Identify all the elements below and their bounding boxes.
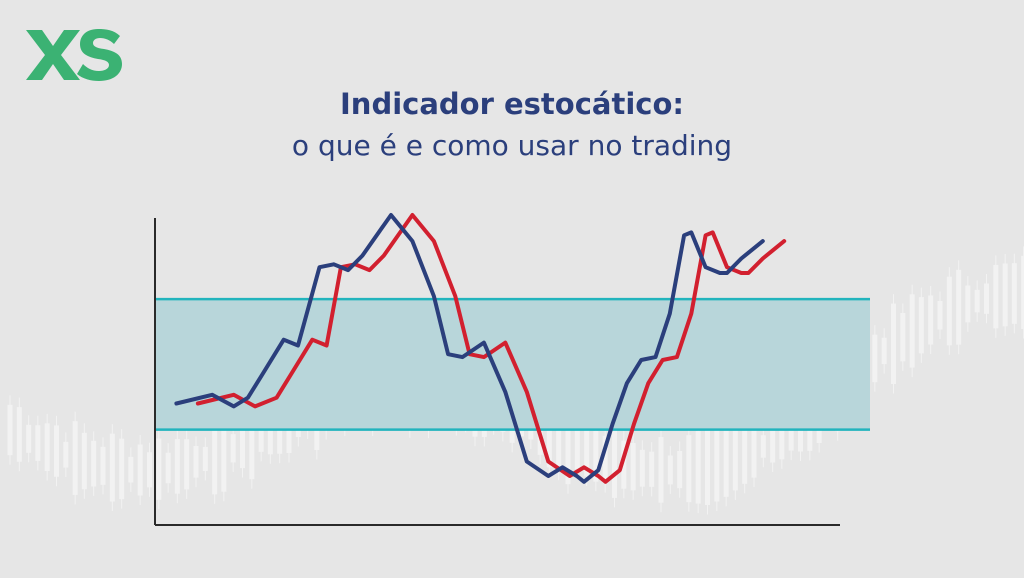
background-candle-body: [993, 264, 999, 329]
background-candle-body: [900, 312, 906, 362]
background-candle-body: [16, 407, 22, 462]
background-candle-body: [109, 433, 115, 502]
background-candle-body: [984, 283, 989, 314]
header: Indicador estocático: o que é e como usa…: [0, 84, 1024, 168]
background-candle-body: [91, 440, 97, 487]
page-subtitle: o que é e como usar no trading: [291, 129, 733, 162]
background-candle-body: [677, 450, 683, 489]
page-title: Indicador estocático:: [340, 87, 684, 121]
series-line-blue: [174, 213, 765, 484]
background-candle-body: [649, 451, 655, 487]
background-candle-body: [639, 449, 645, 487]
background-candle-body: [686, 435, 692, 503]
background-candle-body: [1011, 263, 1017, 324]
background-candle-body: [974, 289, 980, 313]
xs-logo: [26, 29, 122, 81]
background-candle-body: [63, 441, 69, 468]
background-candle-body: [891, 303, 896, 385]
background-candle-body: [1002, 263, 1008, 327]
background-candle-body: [137, 444, 143, 496]
background-candle-body: [695, 431, 701, 504]
background-candle-body: [956, 269, 962, 345]
logo-x-mark: [26, 30, 80, 80]
background-candle-body: [54, 425, 59, 477]
background-candle-body: [658, 437, 664, 503]
background-candle-body: [193, 446, 199, 478]
background-candle-body: [44, 423, 50, 471]
logo-s-mark: [77, 29, 122, 81]
background-candle-body: [593, 430, 599, 482]
background-candle-body: [156, 438, 162, 500]
background-candle-body: [909, 294, 915, 368]
background-candle-body: [630, 443, 636, 491]
background-candle-body: [128, 456, 134, 483]
range-band: [155, 299, 870, 430]
background-candle-body: [928, 295, 934, 345]
background-candle-body: [918, 297, 924, 354]
background-candle-body: [81, 432, 87, 490]
background-candle-body: [72, 421, 78, 495]
background-candle-body: [946, 276, 952, 346]
series-line-red: [195, 213, 787, 484]
background-candle-body: [184, 439, 190, 490]
background-candle-body: [760, 435, 766, 458]
background-candle-body: [35, 425, 41, 461]
background-candle-body: [965, 285, 971, 323]
background-candle-body: [667, 455, 673, 485]
background-candle-body: [165, 452, 171, 484]
background-candle-body: [7, 404, 13, 456]
background-candle-body: [937, 301, 943, 330]
background-candle-body: [872, 334, 878, 383]
background-candle-body: [147, 452, 152, 488]
background-candle-body: [202, 446, 208, 471]
background-candle-body: [881, 337, 887, 365]
background-candle-body: [26, 424, 32, 453]
background-candle-body: [100, 446, 106, 485]
background-candle-body: [119, 438, 125, 500]
background-candle-body: [174, 439, 180, 494]
background-candle-body: [230, 434, 236, 463]
